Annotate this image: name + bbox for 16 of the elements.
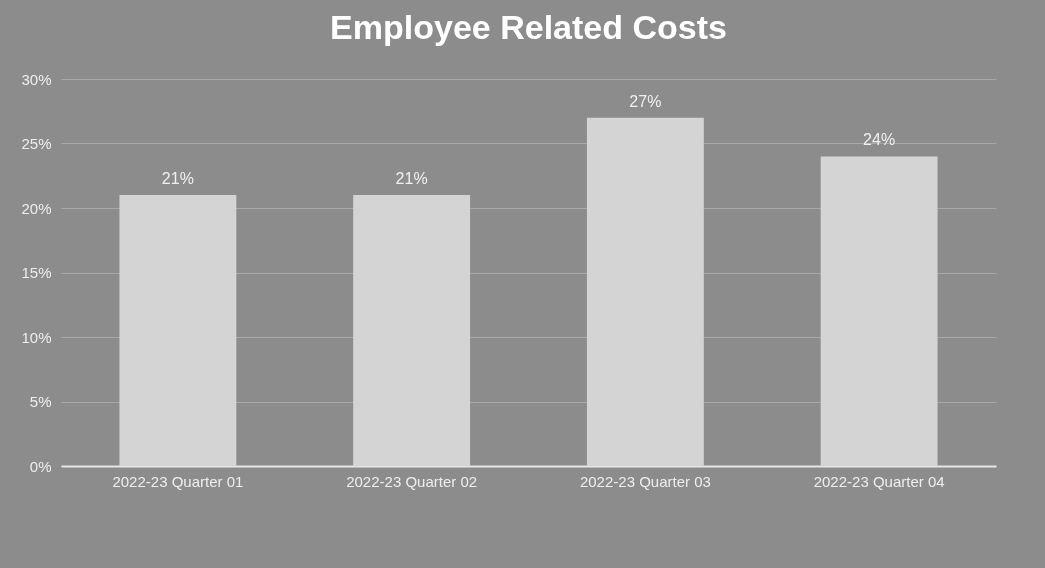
data-label: 21% <box>395 170 428 188</box>
y-tick-label: 0% <box>29 457 52 475</box>
data-label: 24% <box>863 131 896 149</box>
y-tick-label: 30% <box>21 70 52 88</box>
data-label: 21% <box>161 170 194 188</box>
y-tick-label: 15% <box>21 264 52 281</box>
y-tick-label: 5% <box>29 393 52 410</box>
data-label: 27% <box>629 92 662 110</box>
y-tick-label: 10% <box>21 328 52 346</box>
y-tick-label: 20% <box>21 199 52 217</box>
x-tick-label: 2022-23 Quarter 02 <box>346 472 478 490</box>
y-tick-label: 25% <box>21 135 52 152</box>
chart-title: Employee Related Costs <box>330 8 727 46</box>
x-tick-label: 2022-23 Quarter 04 <box>813 472 945 490</box>
x-tick-label: 2022-23 Quarter 03 <box>579 472 711 490</box>
x-tick-label: 2022-23 Quarter 01 <box>112 472 244 490</box>
